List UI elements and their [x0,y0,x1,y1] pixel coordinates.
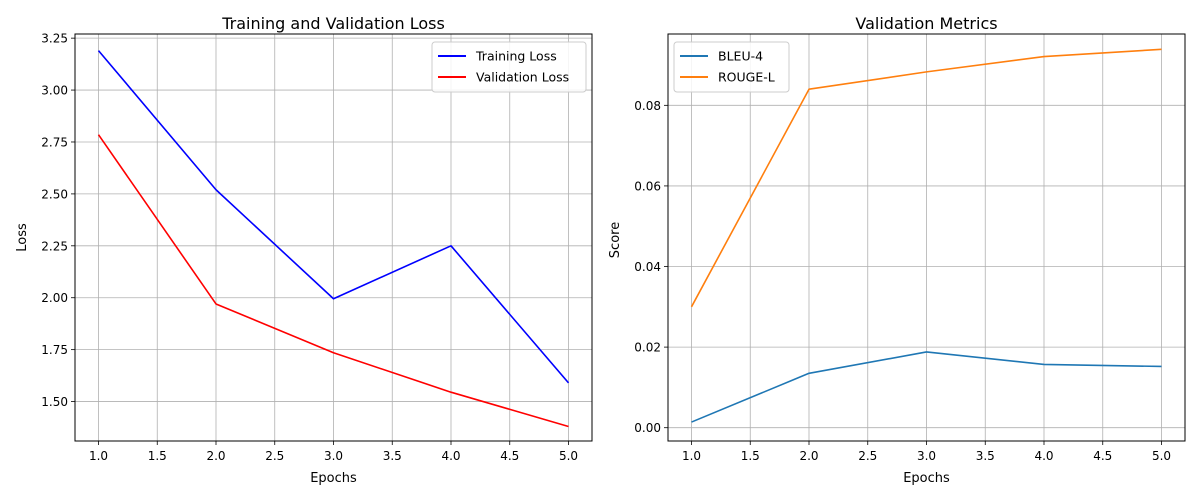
series-line-bleu-4 [691,351,1162,423]
metrics-chart-x-tick-label: 3.0 [917,449,936,463]
loss-chart-x-tick-label: 2.5 [265,449,284,463]
loss-chart-y-tick-label: 2.50 [41,187,68,201]
loss-chart-legend-box [431,41,587,93]
metrics-chart-x-tick-label: 2.0 [799,449,818,463]
loss-chart: 1.0 1.5 2.0 2.5 3.0 3.5 4.0 4.5 5.0 1.50 1.75 2.00 2… [15,14,593,486]
loss-chart-x-tick-label: 3.0 [324,449,343,463]
loss-chart-y-tick-label: 2.00 [41,291,68,305]
loss-chart-legend: Training Loss Validation Loss [431,41,587,93]
metrics-chart-x-tick-label: 3.5 [976,449,995,463]
loss-chart-x-tick-label: 1.5 [148,449,167,463]
loss-chart-y-tick-label: 1.50 [41,395,68,409]
series-line-training-loss [97,50,570,384]
legend-label-rouge-l: ROUGE-L [718,70,775,85]
series-line-validation-loss [97,134,569,428]
loss-chart-x-tick-label: 3.5 [383,449,402,463]
legend-label-validation-loss: Validation Loss [476,70,569,85]
loss-chart-y-axis-label: Loss [15,223,30,252]
metrics-chart-legend-box [673,41,790,93]
metrics-chart: 1.0 1.5 2.0 2.5 3.0 3.5 4.0 4.5 5.0 0.00 0.02 0.04 0… [608,14,1186,486]
loss-chart-y-tick-label: 2.25 [41,239,68,253]
metrics-chart-y-tick-label: 0.04 [634,260,661,274]
loss-chart-x-axis-label: Epochs [310,471,357,486]
metrics-chart-x-tick-label: 1.0 [682,449,701,463]
legend-label-bleu-4: BLEU-4 [718,49,763,64]
loss-chart-y-tick-label: 1.75 [41,343,68,357]
loss-chart-y-tick-label: 3.00 [41,84,68,98]
metrics-chart-y-tick-label: 0.02 [634,341,661,355]
loss-chart-x-tick-label: 4.0 [441,449,460,463]
metrics-chart-y-tick-label: 0.08 [634,99,661,113]
loss-chart-title: Training and Validation Loss [221,14,445,33]
loss-chart-x-tick-label: 2.0 [206,449,225,463]
metrics-chart-x-tick-label: 4.5 [1093,449,1112,463]
metrics-chart-title: Validation Metrics [855,14,997,33]
metrics-chart-x-tick-label: 2.5 [858,449,877,463]
metrics-chart-x-tick-label: 4.0 [1034,449,1053,463]
metrics-chart-x-tick-label: 1.5 [741,449,760,463]
loss-chart-y-tick-label: 2.75 [41,135,68,149]
series-line-rouge-l [690,48,1162,308]
loss-chart-x-tick-label: 5.0 [559,449,578,463]
metrics-chart-y-tick-label: 0.00 [634,421,661,435]
loss-chart-y-tick-label: 3.25 [41,32,68,46]
loss-chart-x-tick-label: 4.5 [500,449,519,463]
metrics-chart-y-axis-label: Score [608,222,623,258]
legend-label-training-loss: Training Loss [475,49,557,64]
metrics-chart-legend: BLEU-4 ROUGE-L [673,41,790,93]
metrics-chart-x-axis-label: Epochs [903,471,950,486]
loss-chart-x-tick-label: 1.0 [89,449,108,463]
metrics-chart-x-tick-label: 5.0 [1152,449,1171,463]
metrics-chart-y-tick-label: 0.06 [634,179,661,193]
